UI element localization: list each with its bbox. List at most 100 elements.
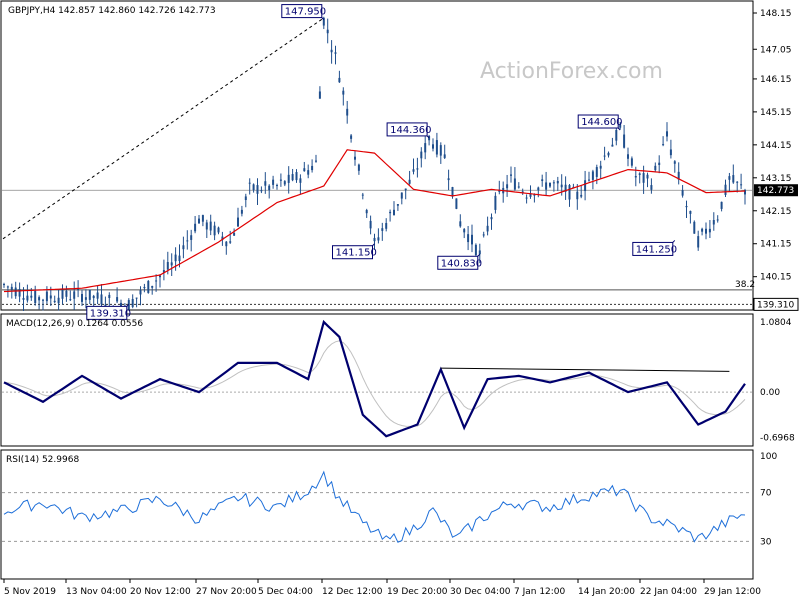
candle-body <box>303 168 306 172</box>
candle-body <box>190 235 193 240</box>
candle-body <box>591 171 594 180</box>
candle-body <box>666 131 668 137</box>
candle-body <box>564 184 567 192</box>
candle-body <box>131 298 134 307</box>
candle-body <box>435 140 438 155</box>
price-callout-text: 144.600 <box>581 117 622 128</box>
candle-body <box>428 135 431 141</box>
candle-body <box>100 294 103 305</box>
candle-body <box>611 144 614 147</box>
candle-body <box>299 178 302 183</box>
candle-body <box>295 172 298 181</box>
candle-body <box>233 232 236 236</box>
candle-body <box>521 191 524 194</box>
candle-body <box>630 158 633 166</box>
candle-body <box>318 91 321 99</box>
price-callout-text: 147.950 <box>285 7 326 18</box>
candle-body <box>252 184 255 191</box>
candle-body <box>198 218 200 224</box>
candle-body <box>669 149 672 156</box>
candle-body <box>217 227 220 233</box>
price-tick-label: 143.15 <box>760 174 792 184</box>
rsi-tick-label: 30 <box>760 537 772 547</box>
candle-body <box>556 180 559 184</box>
candle-body <box>221 236 224 241</box>
price-callout-box <box>86 305 128 320</box>
candle-body <box>705 228 707 234</box>
fib-38-label: 38.2 <box>735 280 755 290</box>
candle-body <box>408 179 411 184</box>
candle-body <box>510 174 512 176</box>
candle-body <box>77 288 80 290</box>
candle-body <box>490 217 493 220</box>
rsi-panel-frame <box>0 449 754 580</box>
candle-body <box>732 175 735 183</box>
candle-body <box>178 255 181 262</box>
candle-body <box>517 186 520 188</box>
candle-body <box>166 262 169 270</box>
price-tick-label: 147.05 <box>760 45 792 55</box>
candle-body <box>439 145 442 156</box>
candle-body <box>642 173 645 183</box>
candle-body <box>541 179 544 181</box>
candle-body <box>287 174 290 183</box>
candle-body <box>607 152 610 156</box>
candle-body <box>225 241 228 247</box>
candle-body <box>385 223 388 229</box>
watermark: ActionForex.com <box>480 59 663 84</box>
candle-body <box>268 185 271 191</box>
x-tick-label: 30 Dec 04:00 <box>450 587 511 597</box>
candle-body <box>139 290 142 295</box>
candle-body <box>279 179 282 181</box>
candle-body <box>6 286 9 288</box>
candle-body <box>155 280 158 282</box>
candle-body <box>467 234 470 243</box>
rsi-line <box>3 470 746 543</box>
x-tick-label: 13 Nov 04:00 <box>66 587 127 597</box>
macd-tick-label: -0.6968 <box>760 433 795 443</box>
rsi-label: RSI(14) 52.9968 <box>6 455 79 465</box>
candle-body <box>716 219 719 221</box>
candle-body <box>61 289 64 299</box>
candle-body <box>361 194 364 196</box>
candle-body <box>404 188 407 191</box>
candle-body <box>159 275 161 278</box>
candle-body <box>315 160 317 162</box>
candle-body <box>229 241 232 243</box>
trend-line <box>2 17 325 240</box>
candle-body <box>248 182 251 184</box>
candle-body <box>264 181 267 186</box>
rsi-layer: 100 70 30 <box>2 452 777 547</box>
x-axis: 5 Nov 2019 13 Nov 04:00 20 Nov 12:00 27 Nov… <box>3 579 761 597</box>
candle-body <box>525 197 528 199</box>
candle-body <box>740 184 743 186</box>
rsi-tick-label: 70 <box>760 489 772 499</box>
candle-body <box>34 290 37 304</box>
candle-body <box>673 161 676 164</box>
candle-body <box>677 171 680 180</box>
candle-body <box>186 240 189 242</box>
x-tick-label: 27 Nov 20:00 <box>196 587 257 597</box>
candle-body <box>49 295 52 299</box>
candle-body <box>634 176 637 178</box>
support-price-text: 139.310 <box>757 300 794 310</box>
candle-body <box>400 192 403 199</box>
price-callout-text: 141.250 <box>636 244 677 255</box>
candle-body <box>170 262 173 266</box>
candle-body <box>381 228 384 231</box>
candle-body <box>213 225 216 236</box>
candle-body <box>455 198 458 209</box>
candle-body <box>38 297 41 301</box>
candle-body <box>658 162 661 166</box>
candle-body <box>459 221 462 227</box>
x-tick-label: 5 Nov 2019 <box>4 587 56 597</box>
candle-body <box>342 90 345 95</box>
candle-body <box>623 134 626 148</box>
candle-body <box>447 178 450 181</box>
candle-body <box>369 220 372 229</box>
candle-body <box>549 183 551 187</box>
candle-body <box>650 185 653 190</box>
candle-body <box>708 228 711 233</box>
candle-body <box>494 195 497 210</box>
candle-body <box>697 236 700 248</box>
